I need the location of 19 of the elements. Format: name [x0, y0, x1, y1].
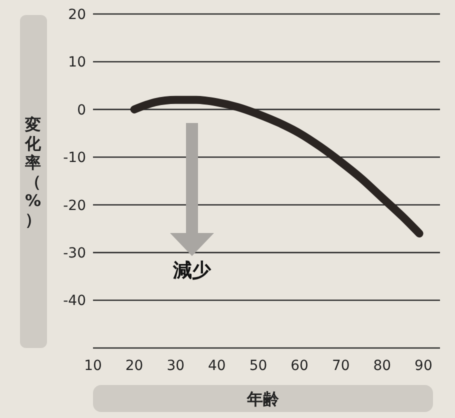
y-tick-label: -30 [63, 245, 86, 262]
y-axis-title: 変化率（%） [24, 115, 42, 229]
y-tick-label: 20 [68, 6, 86, 23]
y-tick-label: -10 [63, 150, 86, 166]
annotation: 減少 [172, 260, 212, 282]
y-tick-label: 10 [68, 54, 86, 71]
x-tick-label: 10 [84, 358, 102, 374]
y-tick-label: -20 [63, 198, 86, 214]
x-tick-label: 70 [332, 358, 350, 374]
y-tick-label: 0 [77, 102, 86, 118]
x-tick-label: 40 [208, 358, 226, 374]
x-tick-label: 20 [125, 358, 144, 374]
x-axis-title: 年齢 [246, 390, 280, 409]
x-tick-label: 60 [290, 358, 308, 374]
x-tick-label: 80 [373, 358, 392, 374]
x-tick-label: 30 [166, 358, 185, 374]
x-tick-label: 90 [414, 358, 432, 374]
x-tick-label: 50 [249, 358, 268, 374]
y-tick-label: -40 [63, 293, 86, 310]
